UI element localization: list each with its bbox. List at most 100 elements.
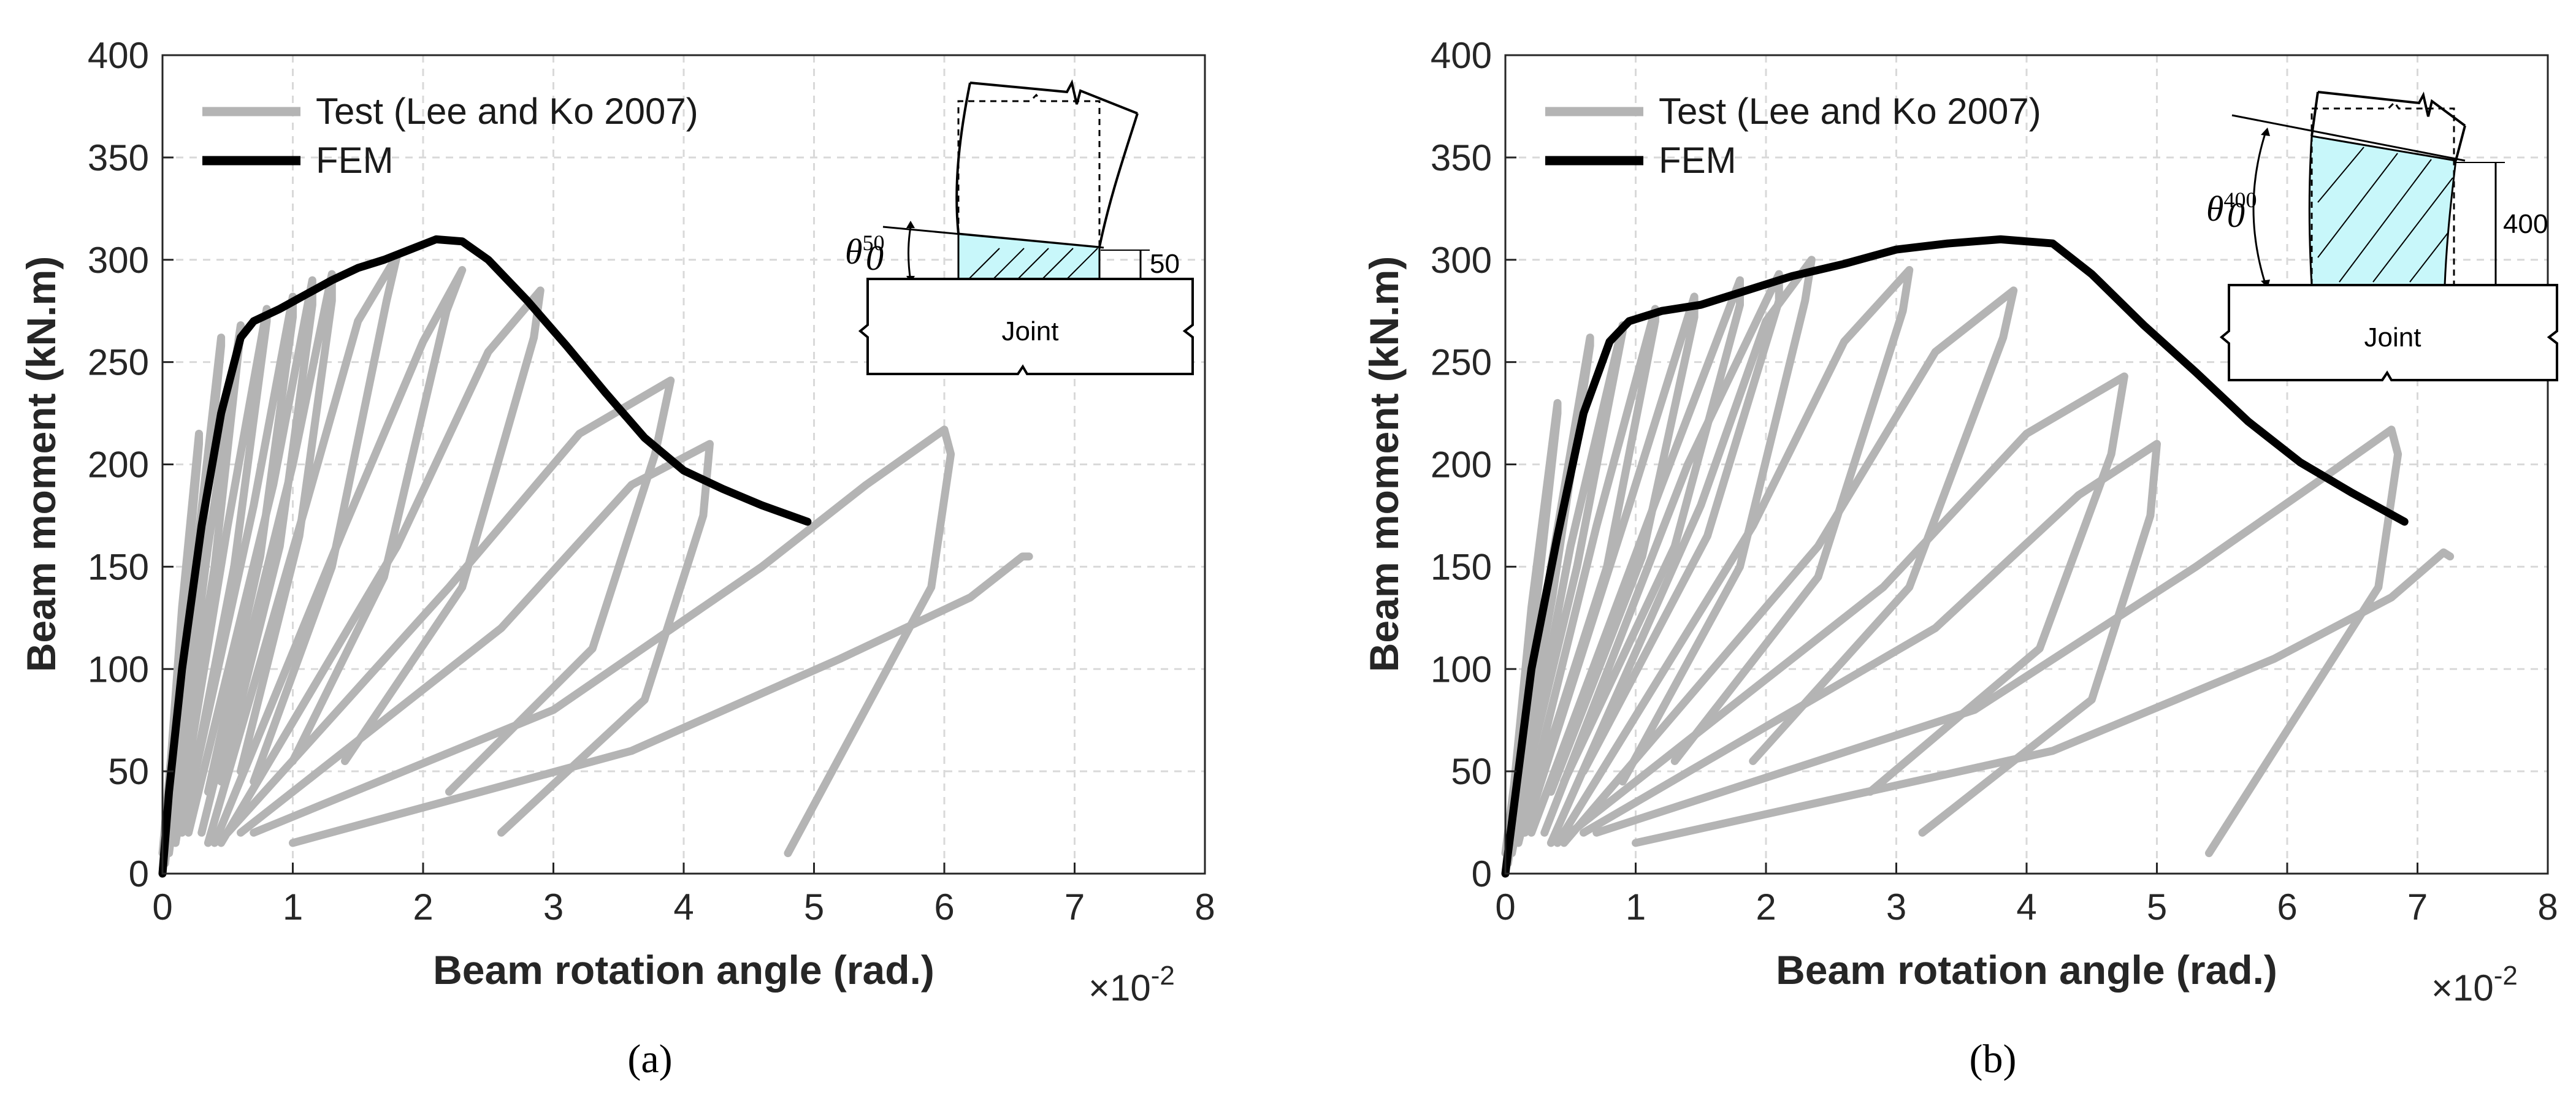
y-tick-label: 300 bbox=[88, 240, 149, 281]
y-tick-label: 250 bbox=[1431, 342, 1492, 383]
x-tick-label: 7 bbox=[2407, 886, 2428, 928]
y-tick-label: 200 bbox=[1431, 444, 1492, 486]
x-tick-label: 1 bbox=[1626, 886, 1646, 928]
test-loops bbox=[1501, 256, 2455, 878]
test-hysteresis-loop-8 bbox=[1546, 256, 1816, 847]
y-tick-label: 200 bbox=[88, 444, 149, 486]
x-tick-label: 7 bbox=[1064, 886, 1085, 928]
y-tick-label: 50 bbox=[1451, 751, 1492, 792]
legend: Test (Lee and Ko 2007) FEM bbox=[202, 91, 698, 181]
y-axis-label: Beam moment (kN.m) bbox=[18, 256, 64, 672]
x-tick-label: 0 bbox=[152, 886, 172, 928]
theta-subscript: 0 bbox=[2227, 195, 2245, 235]
x-tick-label: 1 bbox=[283, 886, 303, 928]
y-tick-label: 50 bbox=[108, 751, 149, 792]
x-tick-label: 2 bbox=[413, 886, 433, 928]
test-hysteresis-loop-11 bbox=[223, 376, 675, 837]
test-hysteresis-loop-11 bbox=[1566, 372, 2128, 837]
legend-label-test: Test (Lee and Ko 2007) bbox=[316, 91, 698, 132]
chart-panel-b: 0 1 2 3 4 5 6 7 8 0 50 100 150 200 250 300 350 400 Beam … bbox=[1361, 35, 2558, 1008]
test-hysteresis-loop-13 bbox=[1592, 425, 2402, 858]
test-hysteresis-loop-14 bbox=[289, 552, 1033, 847]
y-tick-label: 400 bbox=[1431, 35, 1492, 76]
y-tick-label: 350 bbox=[1431, 137, 1492, 178]
legend-label-test: Test (Lee and Ko 2007) bbox=[1659, 91, 2041, 132]
test-hysteresis-loop-9 bbox=[1553, 265, 1914, 847]
hatch-lines bbox=[2317, 147, 2453, 283]
x-tick-label: 4 bbox=[2016, 886, 2036, 928]
y-tick-label: 100 bbox=[88, 649, 149, 690]
test-hysteresis-loop-14 bbox=[1632, 548, 2455, 847]
x-tick-label: 8 bbox=[1194, 886, 1215, 928]
theta-arc bbox=[2252, 131, 2267, 286]
y-tick-labels: 0 50 100 150 200 250 300 350 400 bbox=[1431, 35, 1516, 894]
offset-label: 50 bbox=[1150, 249, 1180, 279]
y-tick-label: 350 bbox=[88, 137, 149, 178]
original-outline bbox=[2310, 101, 2455, 285]
offset-label: 400 bbox=[2503, 209, 2548, 239]
x-tick-label: 3 bbox=[1886, 886, 1906, 928]
x-tick-label: 8 bbox=[2537, 886, 2558, 928]
test-hysteresis-loop-5 bbox=[178, 292, 297, 837]
x-tick-labels: 0 1 2 3 4 5 6 7 8 bbox=[152, 863, 1215, 928]
theta-arc bbox=[908, 226, 912, 281]
y-tick-label: 0 bbox=[1472, 853, 1492, 894]
test-hysteresis-loop-10 bbox=[217, 286, 545, 847]
column-right-edge bbox=[1098, 113, 1139, 248]
x-axis-label: Beam rotation angle (rad.) bbox=[1776, 947, 2277, 993]
fem-line bbox=[1501, 235, 2409, 878]
joint-block bbox=[858, 278, 1194, 375]
original-outline bbox=[957, 93, 1101, 279]
x-tick-labels: 0 1 2 3 4 5 6 7 8 bbox=[1495, 863, 2558, 928]
inset-diagram: 400 θ400 0 Joint bbox=[2206, 91, 2558, 381]
subcaption-b: (b) bbox=[1969, 1037, 2017, 1081]
inset-diagram: θ50 0 50 Joint bbox=[845, 79, 1194, 375]
y-tick-label: 150 bbox=[1431, 546, 1492, 587]
x-axis-multiplier: ×10-2 bbox=[2431, 961, 2518, 1008]
y-tick-label: 150 bbox=[88, 546, 149, 587]
joint-label: Joint bbox=[1002, 316, 1059, 346]
x-tick-label: 3 bbox=[543, 886, 564, 928]
chart-panel-a: 0 1 2 3 4 5 6 7 8 0 50 100 150 200 250 300 350 400 Beam … bbox=[18, 35, 1215, 1008]
test-hysteresis-loop-9 bbox=[210, 265, 467, 847]
x-tick-label: 0 bbox=[1495, 886, 1515, 928]
y-tick-label: 300 bbox=[1431, 240, 1492, 281]
test-hysteresis-loop-12 bbox=[1580, 440, 2161, 837]
test-hysteresis-loop-13 bbox=[250, 425, 955, 858]
fem-line bbox=[158, 235, 812, 878]
subcaption-a: (a) bbox=[627, 1037, 673, 1081]
column-right-edge bbox=[2455, 125, 2466, 161]
legend-label-fem: FEM bbox=[1659, 140, 1737, 181]
column-left-edge bbox=[955, 82, 971, 234]
y-tick-labels: 0 50 100 150 200 250 300 350 400 bbox=[88, 35, 174, 894]
theta-label: θ50 bbox=[845, 231, 885, 272]
y-tick-label: 100 bbox=[1431, 649, 1492, 690]
test-hysteresis-loop-3 bbox=[165, 321, 245, 858]
theta-subscript: 0 bbox=[866, 238, 884, 278]
column-left-edge bbox=[2310, 91, 2319, 137]
y-tick-label: 0 bbox=[129, 853, 149, 894]
x-tick-label: 5 bbox=[2147, 886, 2167, 928]
x-tick-label: 6 bbox=[934, 886, 954, 928]
column-top-break bbox=[969, 79, 1138, 115]
test-hysteresis-loop-7 bbox=[1540, 270, 1783, 837]
theta-arrow-top bbox=[2261, 128, 2270, 136]
x-tick-label: 5 bbox=[804, 886, 824, 928]
test-hysteresis-loop-10 bbox=[1560, 286, 2018, 847]
rotation-reference-line bbox=[2231, 114, 2466, 162]
legend: Test (Lee and Ko 2007) FEM bbox=[1545, 91, 2041, 181]
theta-label: θ400 bbox=[2206, 188, 2257, 229]
x-tick-label: 4 bbox=[673, 886, 694, 928]
column-top-break bbox=[2317, 91, 2466, 127]
legend-label-fem: FEM bbox=[316, 140, 394, 181]
y-tick-label: 400 bbox=[88, 35, 149, 76]
x-tick-label: 6 bbox=[2277, 886, 2297, 928]
x-axis-multiplier: ×10-2 bbox=[1088, 961, 1175, 1008]
x-axis-label: Beam rotation angle (rad.) bbox=[433, 947, 934, 993]
hatch-lines bbox=[968, 248, 1098, 280]
hatched-zone bbox=[2308, 135, 2457, 286]
rotation-reference-line bbox=[882, 226, 1104, 249]
joint-block bbox=[2219, 284, 2558, 381]
theta-arrow-top bbox=[906, 221, 915, 228]
y-axis-label: Beam moment (kN.m) bbox=[1361, 256, 1407, 672]
